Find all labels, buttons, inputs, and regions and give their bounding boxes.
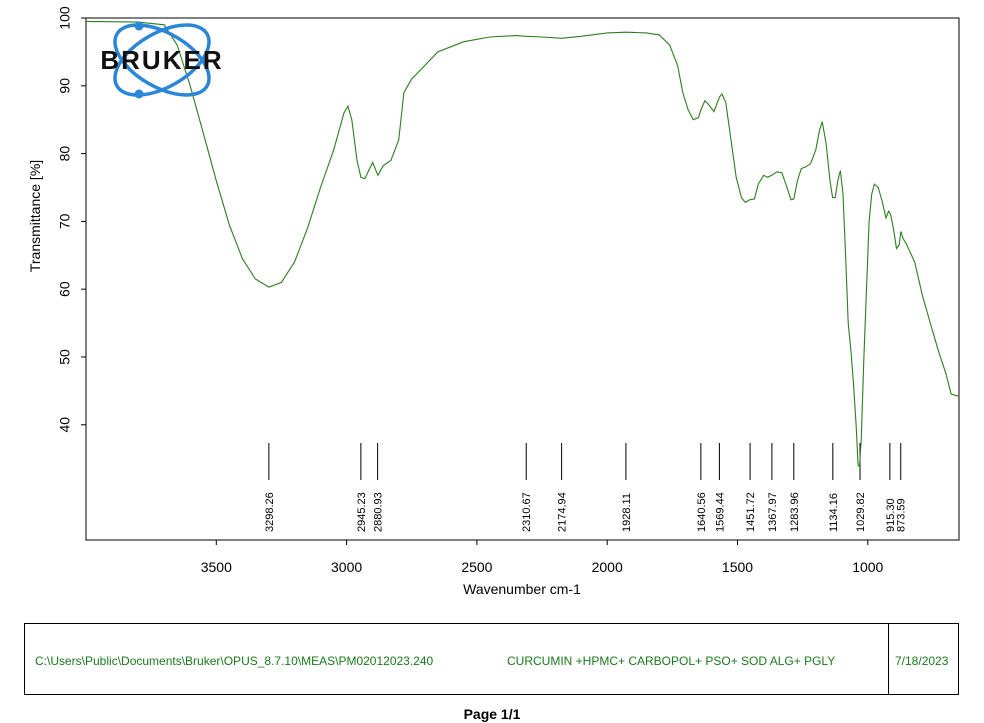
- y-tick-label: 40: [57, 417, 73, 433]
- x-tick-label: 2500: [461, 559, 492, 575]
- logo-text: BRUKER: [100, 45, 223, 75]
- peak-label: 873.59: [896, 498, 908, 532]
- peak-label: 1367.97: [767, 492, 779, 532]
- peak-label: 2880.93: [373, 492, 385, 532]
- y-axis-title: Transmittance [%]: [27, 160, 43, 272]
- x-axis-ticks: 3500 3000 2500 2000 1500 1000: [201, 540, 884, 575]
- peak-label: 1283.96: [789, 492, 801, 532]
- page-number: Page 1/1: [463, 706, 521, 722]
- peak-label: 1640.56: [696, 492, 708, 532]
- y-axis-ticks: 40 50 60 70 80 90 100: [57, 6, 86, 433]
- peak-label: 915.30: [885, 498, 897, 532]
- x-tick-label: 3000: [331, 559, 362, 575]
- peak-label: 1029.82: [855, 492, 867, 532]
- x-axis-title: Wavenumber cm-1: [463, 581, 581, 597]
- sample-description: CURCUMIN +HPMC+ CARBOPOL+ PSO+ SOD ALG+ …: [507, 654, 836, 668]
- y-tick-label: 100: [57, 6, 73, 30]
- peak-label: 1928.11: [621, 493, 633, 532]
- info-divider: [888, 624, 889, 694]
- y-tick-label: 80: [57, 146, 73, 162]
- peak-label: 3298.26: [264, 492, 276, 532]
- peak-markers: 3298.26 2945.23 2880.93 2310.67 2174.94 1928.…: [264, 443, 908, 532]
- x-tick-label: 1500: [722, 559, 753, 575]
- bruker-logo: BRUKER: [100, 21, 223, 99]
- x-tick-label: 2000: [592, 559, 623, 575]
- peak-label: 1451.72: [745, 492, 757, 532]
- peak-label: 1569.44: [714, 492, 726, 532]
- spectrum-line: [85, 20, 960, 469]
- x-tick-label: 3500: [201, 559, 232, 575]
- peak-label: 1134.16: [828, 493, 840, 532]
- measurement-date: 7/18/2023: [895, 654, 949, 668]
- y-tick-label: 90: [57, 78, 73, 94]
- plot-frame: [85, 17, 960, 541]
- peak-label: 2174.94: [557, 492, 569, 532]
- y-tick-label: 70: [57, 213, 73, 229]
- peak-label: 2310.67: [521, 492, 533, 532]
- ir-spectrum-chart: 40 50 60 70 80 90 100 3500 3000 2500 2000 1500 1000…: [27, 6, 960, 597]
- y-tick-label: 50: [57, 349, 73, 365]
- x-tick-label: 1000: [852, 559, 883, 575]
- peak-label: 2945.23: [356, 492, 368, 532]
- file-path: C:\Users\Public\Documents\Bruker\OPUS_8.…: [35, 654, 434, 668]
- y-tick-label: 60: [57, 281, 73, 297]
- sample-info-box: C:\Users\Public\Documents\Bruker\OPUS_8.…: [24, 623, 959, 695]
